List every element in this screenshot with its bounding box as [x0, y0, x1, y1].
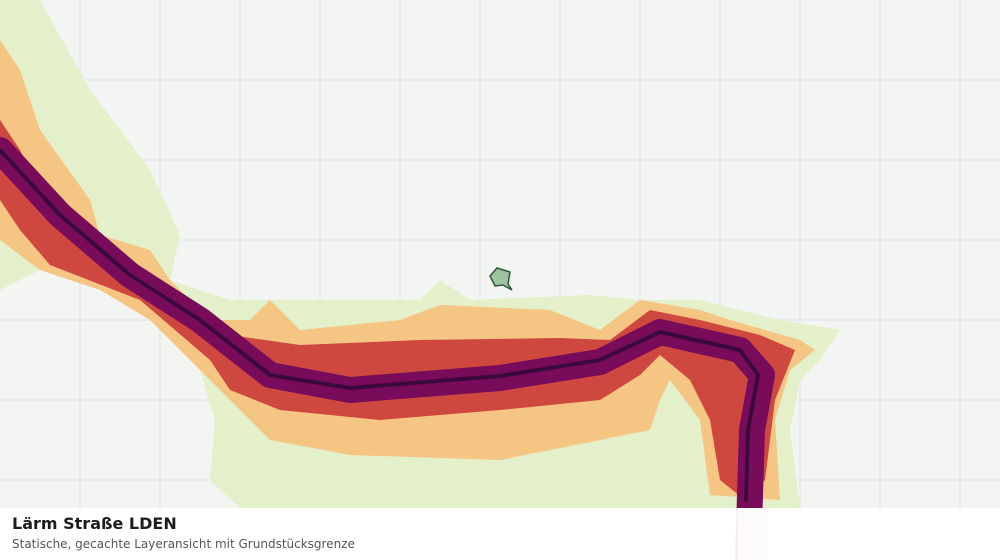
noise-zones [0, 0, 840, 560]
parcel[interactable] [489, 267, 513, 291]
layer-subtitle: Statische, gecachte Layeransicht mit Gru… [12, 537, 355, 551]
layer-title: Lärm Straße LDEN [12, 514, 177, 533]
legend-footer: Lärm Straße LDEN Statische, gecachte Lay… [0, 508, 1000, 560]
